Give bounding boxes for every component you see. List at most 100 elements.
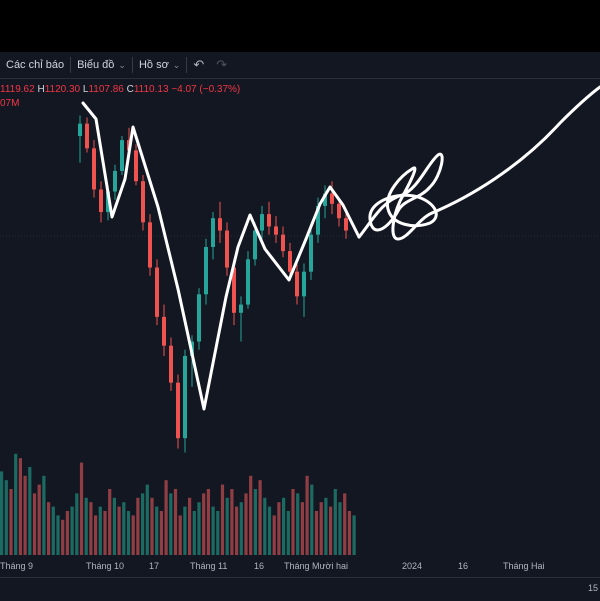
volume-bar	[338, 502, 342, 555]
indicators-button[interactable]: Các chỉ báo	[0, 52, 70, 78]
candle-body	[176, 382, 180, 439]
volume-bar	[235, 506, 239, 555]
volume-bar	[42, 475, 46, 555]
redo-button[interactable]: ↷	[210, 52, 233, 78]
volume-bar	[244, 493, 248, 555]
volume-bar	[329, 506, 333, 555]
candle-body	[260, 214, 264, 231]
volume-bar	[258, 480, 262, 555]
candle-body	[239, 304, 243, 313]
close-value: 1110.13	[133, 84, 169, 95]
volume-bar	[197, 502, 201, 555]
volume-bar	[51, 506, 55, 555]
change-value: −4.07 (−0.37%)	[171, 84, 241, 95]
volume-bar	[14, 453, 18, 555]
volume-bar	[277, 502, 281, 555]
volume-bar	[150, 497, 154, 555]
volume-bar	[192, 511, 196, 555]
volume-bar	[47, 502, 51, 555]
volume-bar	[206, 489, 210, 555]
candle-body	[309, 234, 313, 272]
candle-body	[197, 294, 201, 342]
time-axis-label: Tháng 11	[190, 561, 228, 571]
candle-body	[225, 230, 229, 268]
volume-bar	[94, 515, 98, 555]
bottom-bar	[0, 577, 600, 601]
volume-bar	[9, 489, 13, 555]
redo-icon: ↷	[216, 57, 228, 72]
candle-body	[274, 226, 278, 235]
chart-menu-label: Biểu đồ	[77, 59, 115, 71]
candle-body	[162, 316, 166, 346]
chart-toolbar: Các chỉ báo Biểu đồ ⌄ Hồ sơ ⌄ ↶ ↷	[0, 52, 600, 79]
volume-bar	[75, 493, 79, 555]
price-chart	[0, 85, 600, 555]
volume-bar	[183, 506, 187, 555]
candle-body	[246, 259, 250, 305]
close-key: C	[126, 84, 134, 95]
indicators-label: Các chỉ báo	[6, 59, 65, 71]
volume-bar	[169, 493, 173, 555]
volume-bar	[28, 467, 32, 555]
candle-body	[148, 222, 152, 268]
volume-bar	[155, 506, 159, 555]
time-axis-label: Tháng 10	[86, 561, 125, 571]
chart-menu-button[interactable]: Biểu đồ ⌄	[71, 52, 132, 78]
profile-menu-button[interactable]: Hồ sơ ⌄	[133, 52, 186, 78]
high-value: 1120.30	[44, 84, 81, 95]
volume-bar	[23, 475, 27, 555]
volume-bar	[202, 493, 206, 555]
volume-bar	[18, 458, 22, 555]
volume-bar	[220, 484, 225, 555]
volume-bar	[314, 511, 319, 555]
volume-bar	[305, 475, 309, 555]
volume-bar	[79, 462, 84, 555]
ohlc-legend: 1119.62 H1120.30 L1107.86 C1110.13 −4.07…	[0, 84, 240, 95]
candle-body	[141, 181, 145, 223]
candle-body	[169, 345, 173, 383]
volume-bar	[145, 484, 149, 555]
volume-bar	[173, 489, 178, 555]
volume-bar	[117, 506, 121, 555]
candle-body	[337, 203, 341, 219]
candle-body	[155, 267, 159, 317]
candle-body	[78, 123, 82, 136]
volume-bar	[286, 511, 290, 555]
volume-bar	[65, 511, 69, 555]
volume-bar	[211, 506, 215, 555]
volume-bar	[131, 515, 135, 555]
undo-button[interactable]: ↶	[187, 52, 210, 78]
volume-bar	[122, 502, 126, 555]
chart-pane[interactable]	[0, 79, 600, 555]
low-key: L	[82, 84, 89, 95]
volume-bar	[239, 502, 243, 555]
volume-bar	[89, 502, 93, 555]
volume-bar	[178, 515, 182, 555]
volume-bar	[319, 502, 323, 555]
time-axis-label: Tháng Hai	[503, 561, 545, 571]
volume-bar	[249, 475, 253, 555]
time-axis-label: 16	[458, 561, 469, 571]
profile-menu-label: Hồ sơ	[138, 59, 169, 71]
candle-body	[183, 355, 187, 439]
volume-bar	[343, 493, 347, 555]
candle-body	[267, 214, 271, 227]
volume-bar	[0, 471, 4, 555]
time-axis[interactable]	[0, 555, 600, 577]
candle-body	[92, 148, 96, 190]
candle-body	[323, 193, 327, 206]
scribble-drawing	[357, 152, 444, 241]
candle-body	[344, 218, 348, 231]
volume-bar	[70, 506, 74, 555]
volume-bar	[4, 480, 8, 555]
time-axis-label: 2024	[402, 561, 423, 571]
low-value: 1107.86	[88, 84, 124, 95]
candle-body	[253, 230, 257, 260]
bottom-right-label: 15	[587, 583, 598, 593]
candle-body	[302, 271, 306, 297]
volume-bar	[272, 515, 276, 555]
time-axis-label: 16	[254, 561, 265, 571]
volume-bar	[164, 480, 168, 555]
volume-bar	[225, 497, 229, 555]
candle-body	[232, 267, 236, 313]
